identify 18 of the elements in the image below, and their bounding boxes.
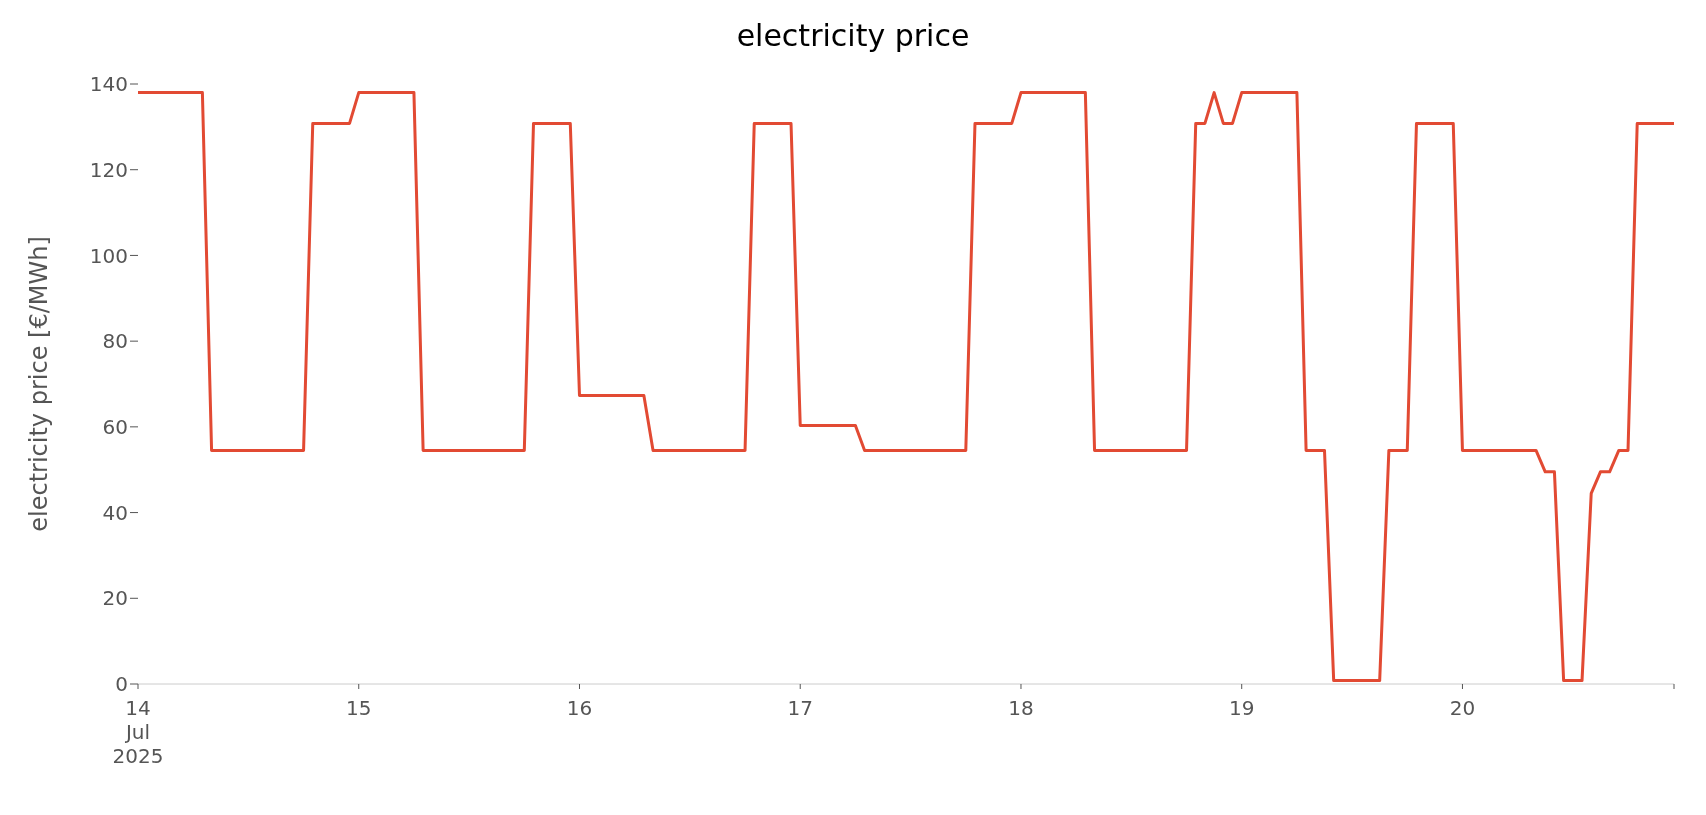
y-tick-label: 80 — [102, 329, 128, 354]
x-tick-label: 14 Jul 2025 — [112, 696, 164, 768]
y-tick-label: 120 — [89, 157, 128, 182]
y-tick-label: 0 — [115, 672, 128, 697]
y-tick-label: 20 — [102, 586, 128, 611]
x-tick-label: 15 — [346, 696, 372, 720]
x-tick-label: 17 — [787, 696, 813, 720]
line-series — [138, 91, 1674, 683]
chart-title: electricity price — [735, 17, 971, 55]
y-tick-label: 140 — [89, 72, 128, 97]
x-tick-label: 19 — [1228, 696, 1255, 720]
x-tick-label: 18 — [1008, 696, 1034, 720]
x-tick-label: 20 — [1449, 696, 1476, 720]
x-tick-label: 16 — [566, 696, 593, 720]
y-tick-label: 40 — [102, 500, 128, 525]
y-axis-title: electricity price [€/MWh] — [24, 236, 53, 532]
y-tick-label: 100 — [89, 243, 128, 268]
y-tick-label: 60 — [102, 414, 128, 439]
